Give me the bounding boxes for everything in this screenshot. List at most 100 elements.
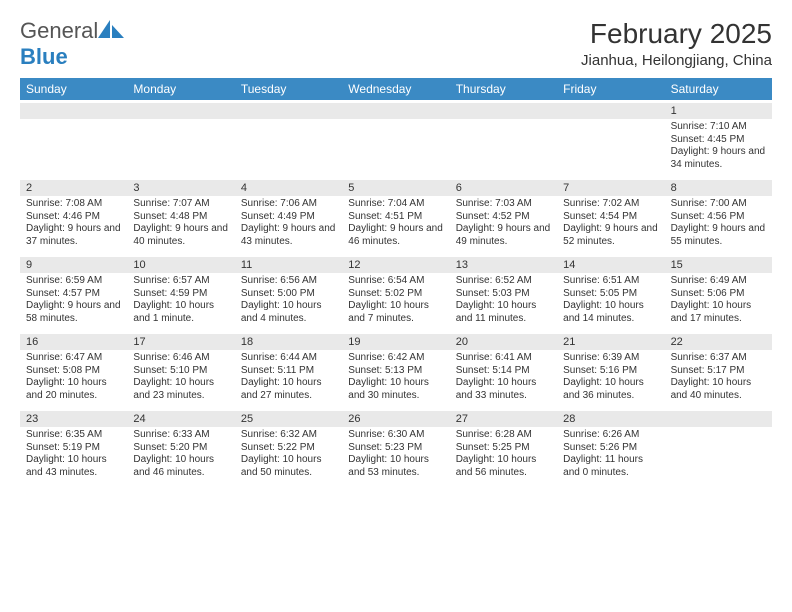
day-number: 7 xyxy=(557,180,664,196)
dow-cell: Wednesday xyxy=(342,78,449,100)
sunrise-line: Sunrise: 6:44 AM xyxy=(241,352,336,365)
daylight-line: Daylight: 10 hours and 53 minutes. xyxy=(348,454,443,479)
sunset-line: Sunset: 5:00 PM xyxy=(241,288,336,301)
brand-sail-icon xyxy=(98,18,124,43)
day-cell: 15Sunrise: 6:49 AMSunset: 5:06 PMDayligh… xyxy=(665,254,772,331)
sunset-line: Sunset: 4:51 PM xyxy=(348,211,443,224)
day-cell: 23Sunrise: 6:35 AMSunset: 5:19 PMDayligh… xyxy=(20,408,127,485)
sunset-line: Sunset: 4:54 PM xyxy=(563,211,658,224)
daylight-line: Daylight: 9 hours and 40 minutes. xyxy=(133,223,228,248)
sunrise-line: Sunrise: 7:08 AM xyxy=(26,198,121,211)
day-cell: 22Sunrise: 6:37 AMSunset: 5:17 PMDayligh… xyxy=(665,331,772,408)
day-number: 24 xyxy=(127,411,234,427)
sunrise-line: Sunrise: 6:46 AM xyxy=(133,352,228,365)
sunrise-line: Sunrise: 7:00 AM xyxy=(671,198,766,211)
daylight-line: Daylight: 10 hours and 20 minutes. xyxy=(26,377,121,402)
sunset-line: Sunset: 4:45 PM xyxy=(671,134,766,147)
sunset-line: Sunset: 4:56 PM xyxy=(671,211,766,224)
day-cell: 14Sunrise: 6:51 AMSunset: 5:05 PMDayligh… xyxy=(557,254,664,331)
day-number: 23 xyxy=(20,411,127,427)
day-number: 12 xyxy=(342,257,449,273)
day-cell: 7Sunrise: 7:02 AMSunset: 4:54 PMDaylight… xyxy=(557,177,664,254)
sunrise-line: Sunrise: 7:07 AM xyxy=(133,198,228,211)
day-number: 6 xyxy=(450,180,557,196)
day-cell: 17Sunrise: 6:46 AMSunset: 5:10 PMDayligh… xyxy=(127,331,234,408)
sunrise-line: Sunrise: 6:51 AM xyxy=(563,275,658,288)
daylight-line: Daylight: 10 hours and 17 minutes. xyxy=(671,300,766,325)
day-number: 3 xyxy=(127,180,234,196)
day-number: 22 xyxy=(665,334,772,350)
day-cell xyxy=(342,100,449,177)
sunrise-line: Sunrise: 7:03 AM xyxy=(456,198,551,211)
sunset-line: Sunset: 4:52 PM xyxy=(456,211,551,224)
day-cell: 3Sunrise: 7:07 AMSunset: 4:48 PMDaylight… xyxy=(127,177,234,254)
weeks-container: 1 Sunrise: 7:10 AMSunset: 4:45 PM Daylight… xyxy=(20,100,772,485)
daylight-line: Daylight: 10 hours and 14 minutes. xyxy=(563,300,658,325)
dow-cell: Friday xyxy=(557,78,664,100)
daylight-line: Daylight: 11 hours and 0 minutes. xyxy=(563,454,658,479)
sunrise-line: Sunrise: 7:10 AM xyxy=(671,121,766,134)
daylight-line: Daylight: 9 hours and 46 minutes. xyxy=(348,223,443,248)
daylight-line: Daylight: 10 hours and 1 minute. xyxy=(133,300,228,325)
day-cell: 8Sunrise: 7:00 AMSunset: 4:56 PMDaylight… xyxy=(665,177,772,254)
day-number: 25 xyxy=(235,411,342,427)
day-cell: 27Sunrise: 6:28 AMSunset: 5:25 PMDayligh… xyxy=(450,408,557,485)
sunset-line: Sunset: 5:05 PM xyxy=(563,288,658,301)
calendar-grid: Sunday Monday Tuesday Wednesday Thursday… xyxy=(20,78,772,485)
day-number: 9 xyxy=(20,257,127,273)
day-number: 21 xyxy=(557,334,664,350)
daylight-line: Daylight: 10 hours and 11 minutes. xyxy=(456,300,551,325)
day-cell: 28Sunrise: 6:26 AMSunset: 5:26 PMDayligh… xyxy=(557,408,664,485)
sunrise-line: Sunrise: 6:57 AM xyxy=(133,275,228,288)
title-block: February 2025 Jianhua, Heilongjiang, Chi… xyxy=(581,18,772,69)
day-cell xyxy=(20,100,127,177)
day-cell: 9Sunrise: 6:59 AMSunset: 4:57 PMDaylight… xyxy=(20,254,127,331)
day-number: 5 xyxy=(342,180,449,196)
daylight-line: Daylight: 10 hours and 33 minutes. xyxy=(456,377,551,402)
sunset-line: Sunset: 4:49 PM xyxy=(241,211,336,224)
day-number: 10 xyxy=(127,257,234,273)
location: Jianhua, Heilongjiang, China xyxy=(581,52,772,69)
daylight-line: Daylight: 10 hours and 30 minutes. xyxy=(348,377,443,402)
daylight-line: Daylight: 9 hours and 55 minutes. xyxy=(671,223,766,248)
sunset-line: Sunset: 4:46 PM xyxy=(26,211,121,224)
day-cell xyxy=(665,408,772,485)
month-title: February 2025 xyxy=(581,18,772,50)
sunset-line: Sunset: 5:06 PM xyxy=(671,288,766,301)
day-number: 27 xyxy=(450,411,557,427)
day-number: 1 xyxy=(665,103,772,119)
day-number xyxy=(450,103,557,119)
day-cell: 2Sunrise: 7:08 AMSunset: 4:46 PMDaylight… xyxy=(20,177,127,254)
day-cell: 10Sunrise: 6:57 AMSunset: 4:59 PMDayligh… xyxy=(127,254,234,331)
sunset-line: Sunset: 5:16 PM xyxy=(563,365,658,378)
daylight-line: Daylight: 10 hours and 56 minutes. xyxy=(456,454,551,479)
day-number: 19 xyxy=(342,334,449,350)
day-number: 28 xyxy=(557,411,664,427)
day-cell xyxy=(557,100,664,177)
day-cell: 21Sunrise: 6:39 AMSunset: 5:16 PMDayligh… xyxy=(557,331,664,408)
sunrise-line: Sunrise: 6:37 AM xyxy=(671,352,766,365)
day-cell: 6Sunrise: 7:03 AMSunset: 4:52 PMDaylight… xyxy=(450,177,557,254)
daylight-line: Daylight: 9 hours and 52 minutes. xyxy=(563,223,658,248)
sunset-line: Sunset: 5:13 PM xyxy=(348,365,443,378)
day-cell: 24Sunrise: 6:33 AMSunset: 5:20 PMDayligh… xyxy=(127,408,234,485)
calendar-page: GeneralBlue February 2025 Jianhua, Heilo… xyxy=(0,0,792,612)
sunset-line: Sunset: 5:22 PM xyxy=(241,442,336,455)
sunrise-line: Sunrise: 6:39 AM xyxy=(563,352,658,365)
sunset-line: Sunset: 5:11 PM xyxy=(241,365,336,378)
sunrise-line: Sunrise: 6:56 AM xyxy=(241,275,336,288)
day-cell: 12Sunrise: 6:54 AMSunset: 5:02 PMDayligh… xyxy=(342,254,449,331)
sunrise-line: Sunrise: 6:52 AM xyxy=(456,275,551,288)
day-cell: 13Sunrise: 6:52 AMSunset: 5:03 PMDayligh… xyxy=(450,254,557,331)
day-number: 2 xyxy=(20,180,127,196)
brand-logo: GeneralBlue xyxy=(20,18,124,70)
daylight-line: Daylight: 10 hours and 46 minutes. xyxy=(133,454,228,479)
sunset-line: Sunset: 5:08 PM xyxy=(26,365,121,378)
sunrise-line: Sunrise: 6:30 AM xyxy=(348,429,443,442)
daylight-line: Daylight: 9 hours and 58 minutes. xyxy=(26,300,121,325)
day-number: 15 xyxy=(665,257,772,273)
daylight-line: Daylight: 10 hours and 27 minutes. xyxy=(241,377,336,402)
sunrise-line: Sunrise: 6:32 AM xyxy=(241,429,336,442)
sunset-line: Sunset: 5:26 PM xyxy=(563,442,658,455)
day-number xyxy=(235,103,342,119)
